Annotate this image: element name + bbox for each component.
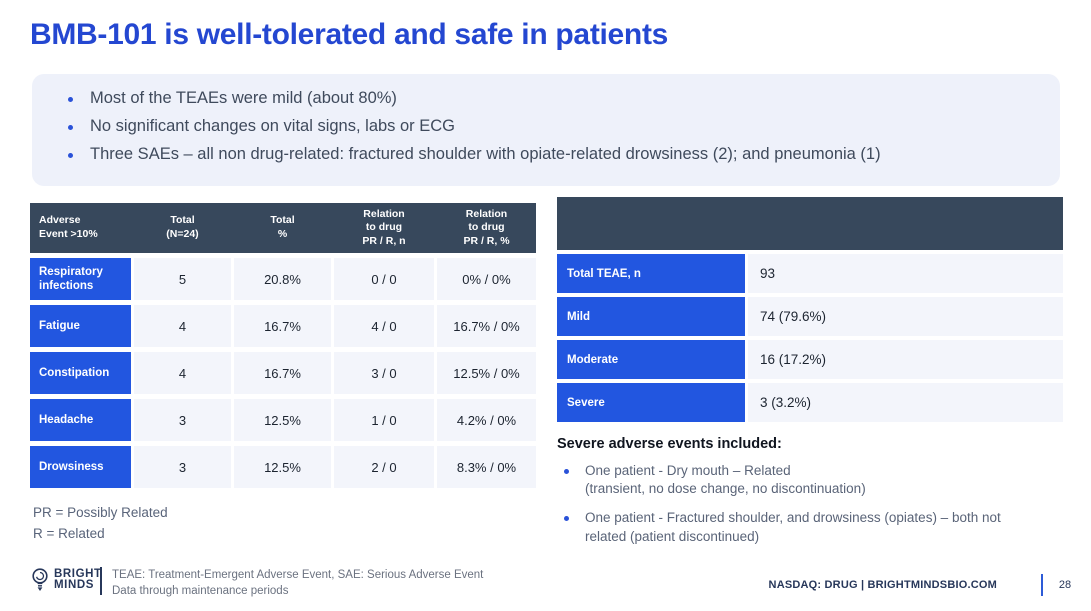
column-header: Relation to drug PR / R, % [463, 207, 510, 247]
table-row: Headache 3 12.5% 1 / 0 4.2% / 0% [30, 399, 536, 441]
summary-box: Most of the TEAEs were mild (about 80%) … [32, 74, 1060, 186]
summary-bullet: Three SAEs – all non drug-related: fract… [60, 145, 1032, 164]
cell-relation-n: 1 / 0 [334, 399, 434, 441]
column-header: Total % [270, 214, 295, 240]
row-label: Respiratory infections [30, 258, 131, 300]
lightbulb-icon [30, 567, 50, 593]
cell-relation-pct: 0% / 0% [437, 258, 536, 300]
table-row: Mild 74 (79.6%) [557, 297, 1063, 336]
cell-relation-n: 3 / 0 [334, 352, 434, 394]
ticker-text: NASDAQ: DRUG | BRIGHTMINDSBIO.COM [768, 579, 997, 591]
cell-total-pct: 16.7% [234, 305, 331, 347]
row-value: 74 (79.6%) [748, 297, 1063, 336]
page-number-divider [1041, 574, 1043, 596]
row-label: Headache [30, 399, 131, 441]
brand-logo-text: BRIGHT MINDS [54, 568, 102, 591]
severe-event-bullet: One patient - Fractured shoulder, and dr… [557, 509, 1067, 545]
cell-relation-pct: 8.3% / 0% [437, 446, 536, 488]
severe-events-list: One patient - Dry mouth – Related (trans… [557, 462, 1067, 546]
footer-right: NASDAQ: DRUG | BRIGHTMINDSBIO.COM 28 [769, 574, 1073, 596]
teae-table-header [557, 197, 1063, 250]
brand-logo-line2: MINDS [54, 579, 95, 591]
brand-logo-line1: BRIGHT [54, 568, 102, 581]
row-value: 16 (17.2%) [748, 340, 1063, 379]
row-label: Severe [557, 383, 745, 422]
adverse-events-table: Adverse Event >10% Total (N=24) Total % … [30, 203, 536, 488]
table-row: Total TEAE, n 93 [557, 254, 1063, 293]
cell-relation-pct: 4.2% / 0% [437, 399, 536, 441]
row-value: 3 (3.2%) [748, 383, 1063, 422]
severe-event-bullet: One patient - Dry mouth – Related (trans… [557, 462, 1067, 498]
cell-total-n: 5 [134, 258, 231, 300]
cell-total-n: 4 [134, 305, 231, 347]
footnote-data-period: Data through maintenance periods [112, 584, 289, 597]
footer-footnotes: TEAE: Treatment-Emergent Adverse Event, … [112, 568, 483, 599]
teae-summary-table: Total TEAE, n 93 Mild 74 (79.6%) Moderat… [557, 197, 1063, 422]
row-label: Drowsiness [30, 446, 131, 488]
column-header: Total (N=24) [166, 214, 199, 240]
table-row: Respiratory infections 5 20.8% 0 / 0 0% … [30, 258, 536, 300]
cell-total-pct: 20.8% [234, 258, 331, 300]
cell-total-n: 4 [134, 352, 231, 394]
cell-total-pct: 12.5% [234, 399, 331, 441]
abbrev-pr: PR = Possibly Related [33, 505, 168, 520]
cell-relation-n: 4 / 0 [334, 305, 434, 347]
row-label: Fatigue [30, 305, 131, 347]
cell-relation-pct: 12.5% / 0% [437, 352, 536, 394]
brand-logo: BRIGHT MINDS [30, 567, 102, 593]
abbreviation-key: PR = Possibly Related R = Related [33, 505, 168, 547]
table-row: Constipation 4 16.7% 3 / 0 12.5% / 0% [30, 352, 536, 394]
cell-total-n: 3 [134, 446, 231, 488]
cell-relation-n: 2 / 0 [334, 446, 434, 488]
abbrev-r: R = Related [33, 526, 105, 541]
page-title: BMB-101 is well-tolerated and safe in pa… [30, 18, 669, 51]
column-header: Relation to drug PR / R, n [362, 207, 406, 247]
cell-relation-n: 0 / 0 [334, 258, 434, 300]
column-header: Adverse Event >10% [39, 214, 98, 240]
severe-events-heading: Severe adverse events included: [557, 436, 782, 452]
table-row: Severe 3 (3.2%) [557, 383, 1063, 422]
cell-relation-pct: 16.7% / 0% [437, 305, 536, 347]
row-label: Mild [557, 297, 745, 336]
page-number: 28 [1058, 579, 1072, 591]
footnote-abbreviations: TEAE: Treatment-Emergent Adverse Event, … [112, 569, 484, 581]
cell-total-pct: 12.5% [234, 446, 331, 488]
table-row: Fatigue 4 16.7% 4 / 0 16.7% / 0% [30, 305, 536, 347]
adverse-table-header: Adverse Event >10% Total (N=24) Total % … [30, 203, 536, 253]
summary-bullet: No significant changes on vital signs, l… [60, 117, 1032, 136]
footer-divider [100, 567, 102, 595]
cell-total-pct: 16.7% [234, 352, 331, 394]
row-label: Constipation [30, 352, 131, 394]
row-label: Moderate [557, 340, 745, 379]
severe-events-section: Severe adverse events included: One pati… [557, 436, 1067, 557]
row-label: Total TEAE, n [557, 254, 745, 293]
summary-bullet-list: Most of the TEAEs were mild (about 80%) … [60, 89, 1032, 164]
table-row: Moderate 16 (17.2%) [557, 340, 1063, 379]
row-value: 93 [748, 254, 1063, 293]
table-row: Drowsiness 3 12.5% 2 / 0 8.3% / 0% [30, 446, 536, 488]
summary-bullet: Most of the TEAEs were mild (about 80%) [60, 89, 1032, 108]
cell-total-n: 3 [134, 399, 231, 441]
